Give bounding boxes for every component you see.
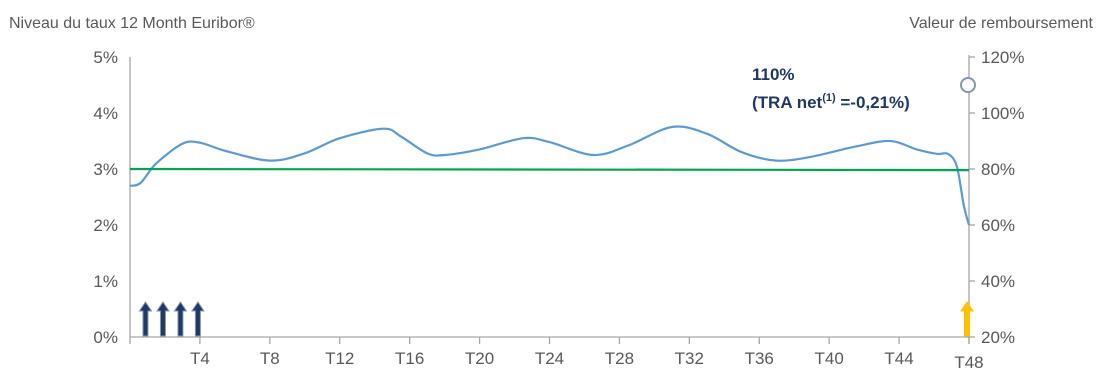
- x-tick-label: T28: [605, 349, 634, 368]
- euribor-rate-line: [129, 125, 971, 226]
- left-axis-title: Niveau du taux 12 Month Euribor®: [9, 15, 255, 32]
- observation-arrow: [173, 301, 188, 337]
- x-tick-label: T4: [190, 349, 210, 368]
- x-tick-label: T20: [465, 349, 494, 368]
- annotation-superscript: (1): [822, 92, 836, 104]
- x-axis-ticks: T4 T8 T12 T16 T20 T24 T28 T32 T36 T40 T44 T48: [129, 337, 984, 371]
- x-tick-label: T44: [884, 349, 913, 368]
- annotation-prefix: (TRA net: [752, 93, 823, 112]
- left-tick-label: 4%: [93, 104, 118, 123]
- x-tick-label: T24: [535, 349, 564, 368]
- arrow-layer: [138, 301, 974, 337]
- x-tick-label: T16: [395, 349, 424, 368]
- threshold-line: [129, 167, 970, 172]
- x-tick-label: T8: [260, 349, 280, 368]
- redemption-marker: [960, 77, 976, 93]
- left-tick-label: 2%: [93, 216, 118, 235]
- left-tick-label: 0%: [93, 328, 118, 347]
- x-tick-label: T12: [325, 349, 354, 368]
- x-tick-label: T40: [815, 349, 844, 368]
- series-layer: [129, 125, 971, 226]
- annotation-detail: (TRA net(1) =-0,21%): [752, 92, 910, 112]
- left-tick-label: 3%: [93, 160, 118, 179]
- right-tick-label: 40%: [981, 272, 1015, 291]
- right-tick-label: 120%: [981, 48, 1024, 67]
- right-axis-title: Valeur de remboursement: [909, 15, 1093, 32]
- left-axis-ticks: 0% 1% 2% 3% 4% 5%: [93, 48, 118, 347]
- annotation-suffix: =-0,21%): [836, 93, 910, 112]
- left-tick-label: 5%: [93, 48, 118, 67]
- observation-arrow: [190, 301, 205, 337]
- right-tick-label: 60%: [981, 216, 1015, 235]
- x-tick-label: T32: [675, 349, 704, 368]
- observation-arrow: [960, 301, 974, 337]
- observation-arrow: [138, 301, 153, 337]
- annotation-value: 110%: [752, 65, 795, 84]
- left-tick-label: 1%: [93, 272, 118, 291]
- right-axis-ticks: 20% 40% 60% 80% 100% 120%: [969, 48, 1024, 347]
- observation-arrow: [156, 301, 170, 337]
- x-tick-label: T36: [745, 349, 774, 368]
- x-tick-label: T48: [954, 353, 983, 371]
- right-tick-label: 100%: [981, 104, 1024, 123]
- right-tick-label: 20%: [981, 328, 1015, 347]
- right-tick-label: 80%: [981, 160, 1015, 179]
